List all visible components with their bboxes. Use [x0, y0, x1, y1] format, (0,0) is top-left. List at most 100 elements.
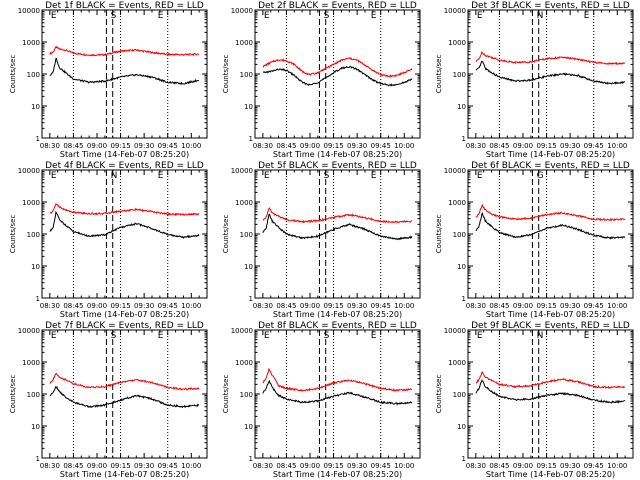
marker-label: S [324, 331, 330, 341]
plot-frame [254, 9, 421, 139]
series-line-lld [49, 45, 200, 57]
marker-label: E [584, 171, 590, 181]
x-tick-label: 10:00 [181, 142, 201, 150]
y-tick-label: 1 [249, 295, 253, 303]
marker-label: E [158, 331, 164, 341]
x-tick-label: 09:00 [87, 302, 107, 310]
x-axis-label: Start Time (14-Feb-07 08:25:20) [60, 470, 189, 479]
marker-label: E [51, 11, 57, 21]
x-tick-label: 09:30 [560, 462, 580, 470]
x-tick-label: 08:30 [466, 462, 486, 470]
y-tick-label: 1 [462, 295, 466, 303]
x-tick-label: 09:15 [323, 142, 343, 150]
panel-det-3: Det 3f BLACK = Events, RED = LLD 1 10 100 10… [435, 1, 634, 159]
y-tick-label: 100 [453, 71, 466, 79]
series-line-lld [262, 56, 413, 79]
series-line-events [49, 385, 200, 409]
x-tick-label: 09:45 [158, 142, 178, 150]
y-tick-label: 1000 [22, 39, 40, 47]
panel-title: Det 6f BLACK = Events, RED = LLD [471, 161, 630, 171]
marker-label: E [264, 331, 270, 341]
series-line-events [49, 58, 200, 85]
panel-title: Det 8f BLACK = Events, RED = LLD [258, 321, 417, 331]
marker-label: E [584, 331, 590, 341]
y-tick-label: 10 [244, 263, 253, 271]
y-tick-label: 10 [244, 103, 253, 111]
y-axis-label: Counts/sec [222, 55, 230, 94]
y-tick-label: 1000 [22, 199, 40, 207]
x-tick-label: 10:00 [181, 302, 201, 310]
x-tick-label: 10:00 [394, 142, 414, 150]
x-tick-label: 09:30 [560, 302, 580, 310]
y-tick-label: 1000 [22, 359, 40, 367]
x-tick-label: 08:30 [466, 142, 486, 150]
marker-label: E [371, 11, 377, 21]
x-tick-label: 09:00 [513, 302, 533, 310]
x-tick-label: 10:00 [607, 142, 627, 150]
x-tick-label: 09:45 [584, 302, 604, 310]
y-axis-label: Counts/sec [9, 375, 17, 414]
y-tick-label: 100 [27, 71, 40, 79]
x-axis-label: Start Time (14-Feb-07 08:25:20) [486, 310, 615, 319]
series-line-lld [49, 202, 200, 217]
x-tick-label: 09:15 [536, 462, 556, 470]
marker-label: E [158, 11, 164, 21]
x-tick-label: 09:30 [347, 302, 367, 310]
x-tick-label: 08:45 [489, 462, 509, 470]
plot-frame [41, 9, 208, 139]
y-axis-label: Counts/sec [435, 55, 443, 94]
x-tick-label: 08:45 [63, 302, 83, 310]
plot-frame [467, 329, 634, 459]
x-tick-label: 09:00 [513, 462, 533, 470]
y-tick-label: 10000 [231, 327, 253, 335]
x-tick-label: 09:15 [323, 302, 343, 310]
panel-title: Det 3f BLACK = Events, RED = LLD [471, 1, 630, 11]
x-tick-label: 09:00 [87, 142, 107, 150]
panel-title: Det 4f BLACK = Events, RED = LLD [45, 161, 204, 171]
series-line-events [475, 379, 626, 404]
panel-title: Det 1f BLACK = Events, RED = LLD [45, 1, 204, 11]
panel-title: Det 7f BLACK = Events, RED = LLD [45, 321, 204, 331]
y-tick-label: 100 [240, 231, 253, 239]
x-tick-label: 09:15 [110, 302, 130, 310]
y-tick-label: 10 [457, 263, 466, 271]
x-tick-label: 09:30 [347, 462, 367, 470]
marker-label: S [324, 11, 330, 21]
x-tick-label: 09:00 [300, 142, 320, 150]
x-axis-label: Start Time (14-Feb-07 08:25:20) [486, 470, 615, 479]
panel-det-1: Det 1f BLACK = Events, RED = LLD 1 10 100 10… [9, 1, 208, 159]
y-tick-label: 100 [27, 391, 40, 399]
y-tick-label: 1 [36, 455, 40, 463]
x-tick-label: 09:15 [536, 142, 556, 150]
x-tick-label: 08:30 [40, 142, 60, 150]
panel-det-9: Det 9f BLACK = Events, RED = LLD 1 10 100 10… [435, 321, 634, 479]
y-axis-label: Counts/sec [222, 215, 230, 254]
series-line-events [262, 65, 413, 87]
y-tick-label: 10000 [444, 327, 466, 335]
y-tick-label: 100 [453, 231, 466, 239]
y-tick-label: 10000 [18, 327, 40, 335]
x-axis-label: Start Time (14-Feb-07 08:25:20) [60, 310, 189, 319]
y-tick-label: 1000 [235, 359, 253, 367]
x-tick-label: 08:30 [40, 462, 60, 470]
y-tick-label: 10000 [444, 167, 466, 175]
x-tick-label: 10:00 [394, 462, 414, 470]
y-tick-label: 1 [462, 455, 466, 463]
panel-det-7: Det 7f BLACK = Events, RED = LLD 1 10 100 10… [9, 321, 208, 479]
y-tick-label: 100 [453, 391, 466, 399]
panel-title: Det 5f BLACK = Events, RED = LLD [258, 161, 417, 171]
x-tick-label: 09:45 [158, 302, 178, 310]
y-tick-label: 1000 [235, 199, 253, 207]
x-tick-label: 08:30 [253, 462, 273, 470]
y-tick-label: 100 [27, 231, 40, 239]
x-tick-label: 09:00 [513, 142, 533, 150]
marker-label: S [111, 331, 117, 341]
y-tick-label: 100 [240, 391, 253, 399]
x-tick-label: 08:45 [489, 142, 509, 150]
marker-label: E [371, 171, 377, 181]
marker-label: E [264, 171, 270, 181]
marker-label: E [158, 171, 164, 181]
x-tick-label: 09:45 [371, 462, 391, 470]
x-tick-label: 08:45 [276, 302, 296, 310]
